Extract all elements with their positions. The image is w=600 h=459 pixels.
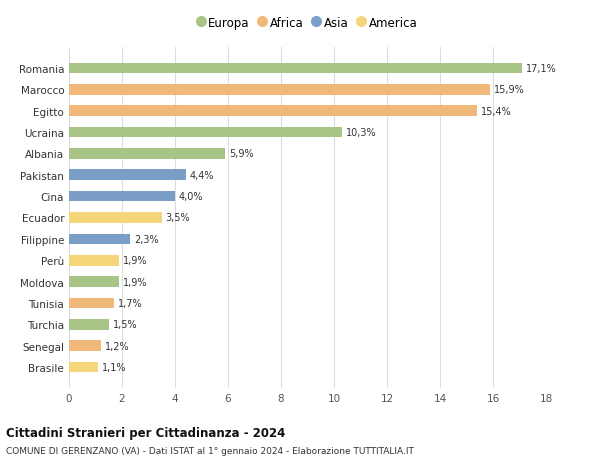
Bar — [69, 85, 490, 95]
Bar — [69, 213, 162, 224]
Bar — [69, 170, 185, 181]
Text: 4,0%: 4,0% — [179, 192, 203, 202]
Bar — [69, 191, 175, 202]
Text: 15,4%: 15,4% — [481, 106, 512, 117]
Text: Cittadini Stranieri per Cittadinanza - 2024: Cittadini Stranieri per Cittadinanza - 2… — [6, 426, 286, 439]
Bar — [69, 106, 477, 117]
Text: 1,9%: 1,9% — [124, 277, 148, 287]
Text: 1,9%: 1,9% — [124, 256, 148, 266]
Text: 10,3%: 10,3% — [346, 128, 377, 138]
Bar — [69, 149, 226, 159]
Text: 3,5%: 3,5% — [166, 213, 190, 223]
Bar — [69, 277, 119, 287]
Bar — [69, 341, 101, 351]
Bar — [69, 234, 130, 245]
Text: 4,4%: 4,4% — [190, 170, 214, 180]
Text: 1,5%: 1,5% — [113, 319, 137, 330]
Bar — [69, 128, 342, 138]
Text: 15,9%: 15,9% — [494, 85, 525, 95]
Text: 1,7%: 1,7% — [118, 298, 143, 308]
Text: 5,9%: 5,9% — [229, 149, 254, 159]
Bar — [69, 255, 119, 266]
Text: 1,2%: 1,2% — [105, 341, 130, 351]
Legend: Europa, Africa, Asia, America: Europa, Africa, Asia, America — [198, 17, 417, 30]
Text: 1,1%: 1,1% — [102, 362, 127, 372]
Bar — [69, 319, 109, 330]
Text: 17,1%: 17,1% — [526, 64, 557, 74]
Text: 2,3%: 2,3% — [134, 235, 158, 244]
Text: COMUNE DI GERENZANO (VA) - Dati ISTAT al 1° gennaio 2024 - Elaborazione TUTTITAL: COMUNE DI GERENZANO (VA) - Dati ISTAT al… — [6, 446, 414, 455]
Bar — [69, 64, 522, 74]
Bar — [69, 298, 114, 308]
Bar — [69, 362, 98, 372]
